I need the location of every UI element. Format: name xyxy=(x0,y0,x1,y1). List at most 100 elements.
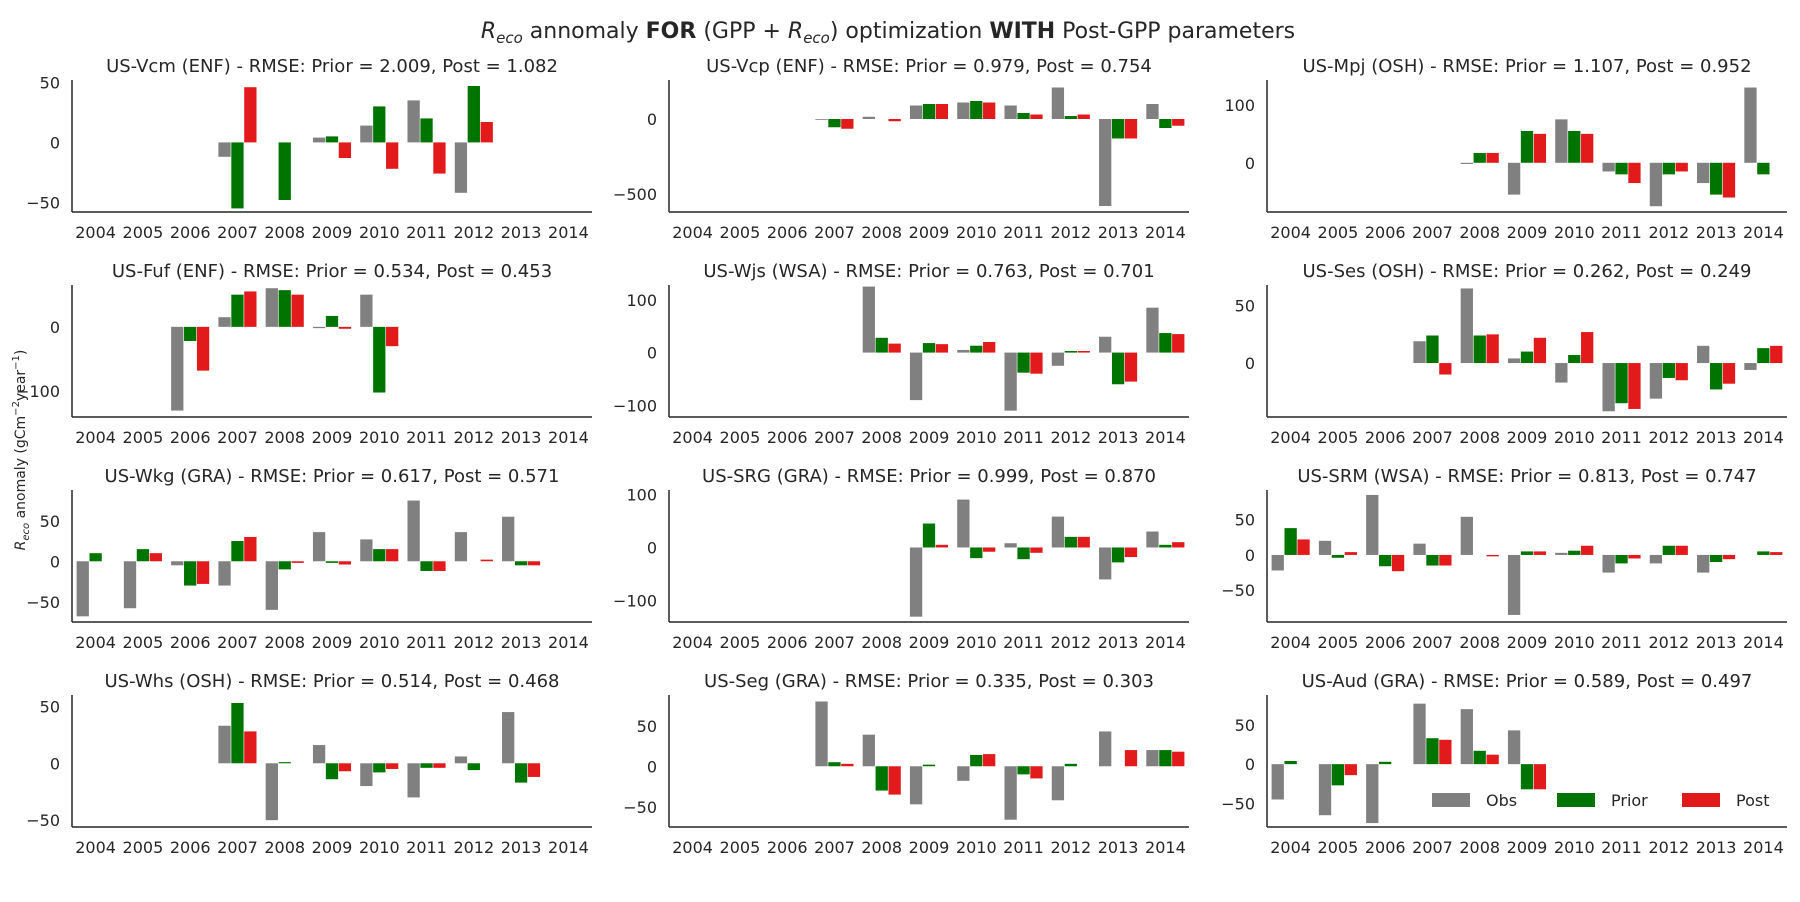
bar-post-2010 xyxy=(386,142,399,169)
x-tick-label: 2008 xyxy=(861,428,902,447)
bar-obs-2011 xyxy=(1602,554,1615,573)
bar-obs-2011 xyxy=(1004,766,1017,820)
x-tick-label: 2006 xyxy=(767,633,808,652)
x-tick-label: 2009 xyxy=(909,428,950,447)
panel-6: US-Ses (OSH) - RMSE: Prior = 0.262, Post… xyxy=(1235,261,1787,447)
bar-obs-2014 xyxy=(1146,750,1159,767)
y-tick-label: 0 xyxy=(50,552,60,571)
bar-obs-2008 xyxy=(1460,288,1473,364)
bar-obs-2008 xyxy=(265,763,278,821)
x-tick-label: 2009 xyxy=(909,633,950,652)
bar-obs-2009 xyxy=(312,532,326,562)
y-tick-label: 50 xyxy=(40,512,60,531)
panel-8: US-SRG (GRA) - RMSE: Prior = 0.999, Post… xyxy=(613,466,1189,652)
bar-obs-2004 xyxy=(1271,554,1284,571)
x-tick-label: 2013 xyxy=(501,838,542,857)
bar-prior-2013 xyxy=(1709,363,1723,390)
bar-obs-2014 xyxy=(1744,363,1757,370)
x-tick-label: 2014 xyxy=(1145,633,1186,652)
bar-obs-2005 xyxy=(1318,764,1332,816)
x-tick-label: 2014 xyxy=(548,428,589,447)
bar-post-2009 xyxy=(1533,133,1547,163)
x-tick-label: 2010 xyxy=(956,428,997,447)
bar-prior-2005 xyxy=(136,549,150,562)
x-tick-label: 2004 xyxy=(1270,428,1311,447)
bar-prior-2010 xyxy=(1568,130,1581,163)
x-tick-label: 2014 xyxy=(548,838,589,857)
bar-post-2010 xyxy=(983,754,996,767)
bar-prior-2007 xyxy=(1426,335,1439,364)
y-tick-label: −50 xyxy=(1221,794,1255,813)
bar-prior-2007 xyxy=(231,702,244,764)
x-tick-label: 2013 xyxy=(1696,633,1737,652)
x-tick-label: 2006 xyxy=(1365,838,1406,857)
bar-prior-2007 xyxy=(1426,738,1439,765)
bar-obs-2007 xyxy=(815,701,828,767)
bar-prior-2013 xyxy=(1709,162,1723,195)
bar-post-2012 xyxy=(1077,114,1090,119)
bar-obs-2007 xyxy=(218,725,231,764)
panel-title: US-SRG (GRA) - RMSE: Prior = 0.999, Post… xyxy=(702,466,1156,487)
panel-title: US-Whs (OSH) - RMSE: Prior = 0.514, Post… xyxy=(105,671,560,692)
bar-prior-2007 xyxy=(828,119,841,128)
bar-prior-2008 xyxy=(1473,750,1486,765)
bar-obs-2013 xyxy=(1099,336,1112,353)
x-tick-label: 2009 xyxy=(1507,428,1548,447)
panel-title: US-Vcp (ENF) - RMSE: Prior = 0.979, Post… xyxy=(706,56,1152,77)
y-axis-label: Reco anomaly (gCm−2year−1) xyxy=(11,350,32,551)
x-tick-label: 2006 xyxy=(170,633,211,652)
x-tick-label: 2012 xyxy=(453,633,494,652)
x-tick-label: 2005 xyxy=(1318,838,1359,857)
y-tick-label: 0 xyxy=(1245,546,1255,565)
x-tick-label: 2012 xyxy=(1648,633,1689,652)
bar-obs-2008 xyxy=(862,286,875,353)
y-tick-label: 0 xyxy=(50,754,60,773)
x-tick-label: 2010 xyxy=(1554,223,1595,242)
figure-title: Reco annomaly FOR (GPP + Reco) optimizat… xyxy=(481,19,1295,47)
bar-obs-2009 xyxy=(909,105,923,119)
x-tick-label: 2009 xyxy=(1507,223,1548,242)
y-tick-label: 100 xyxy=(626,291,657,310)
panel-12: US-Aud (GRA) - RMSE: Prior = 0.589, Post… xyxy=(1221,671,1787,857)
panel-title: US-Seg (GRA) - RMSE: Prior = 0.335, Post… xyxy=(704,671,1154,692)
x-tick-label: 2010 xyxy=(1554,428,1595,447)
x-tick-label: 2012 xyxy=(1648,838,1689,857)
bar-obs-2010 xyxy=(957,766,970,781)
bar-post-2004 xyxy=(1297,539,1310,555)
bar-obs-2010 xyxy=(360,125,373,143)
bar-prior-2009 xyxy=(325,561,339,563)
bar-obs-2013 xyxy=(502,516,515,562)
bar-obs-2011 xyxy=(1004,105,1017,119)
x-tick-label: 2010 xyxy=(1554,838,1595,857)
x-tick-label: 2010 xyxy=(359,428,400,447)
panels: US-Vcm (ENF) - RMSE: Prior = 2.009, Post… xyxy=(16,56,1787,857)
bar-obs-2013 xyxy=(1697,554,1710,573)
bar-obs-2007 xyxy=(218,317,231,327)
bar-post-2013 xyxy=(1722,363,1736,384)
bar-obs-2004 xyxy=(1271,764,1284,800)
bar-post-2012 xyxy=(1675,162,1688,172)
bar-prior-2007 xyxy=(231,294,244,327)
x-tick-label: 2007 xyxy=(217,428,258,447)
bar-obs-2009 xyxy=(909,547,923,617)
bar-prior-2011 xyxy=(420,763,433,768)
x-tick-label: 2011 xyxy=(406,633,447,652)
bar-post-2007 xyxy=(244,291,257,327)
bar-post-2013 xyxy=(1722,162,1736,198)
bar-obs-2009 xyxy=(909,352,923,401)
bar-obs-2008 xyxy=(862,116,875,119)
x-tick-label: 2005 xyxy=(720,633,761,652)
bar-prior-2012 xyxy=(1662,545,1675,555)
bar-obs-2012 xyxy=(1051,87,1065,119)
bar-prior-2010 xyxy=(373,326,386,393)
bar-prior-2014 xyxy=(1159,333,1172,353)
bar-obs-2011 xyxy=(1004,352,1017,411)
x-tick-label: 2007 xyxy=(814,838,855,857)
bar-prior-2014 xyxy=(1159,544,1172,548)
bar-obs-2009 xyxy=(1507,554,1521,615)
x-tick-label: 2005 xyxy=(1318,223,1359,242)
bar-prior-2011 xyxy=(1017,766,1030,775)
bar-post-2005 xyxy=(149,553,162,562)
bar-obs-2013 xyxy=(1099,547,1112,580)
x-tick-label: 2010 xyxy=(1554,633,1595,652)
